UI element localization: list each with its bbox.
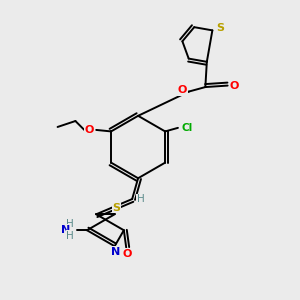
Text: S: S (112, 203, 120, 213)
Text: O: O (230, 81, 239, 91)
Text: N: N (112, 247, 121, 256)
Text: Cl: Cl (181, 123, 193, 133)
Text: H: H (136, 194, 144, 204)
Text: H: H (66, 231, 74, 241)
Text: H: H (66, 219, 74, 229)
Text: O: O (122, 249, 131, 259)
Text: N: N (61, 225, 70, 235)
Text: O: O (178, 85, 187, 95)
Text: O: O (84, 125, 94, 135)
Text: S: S (216, 23, 224, 33)
